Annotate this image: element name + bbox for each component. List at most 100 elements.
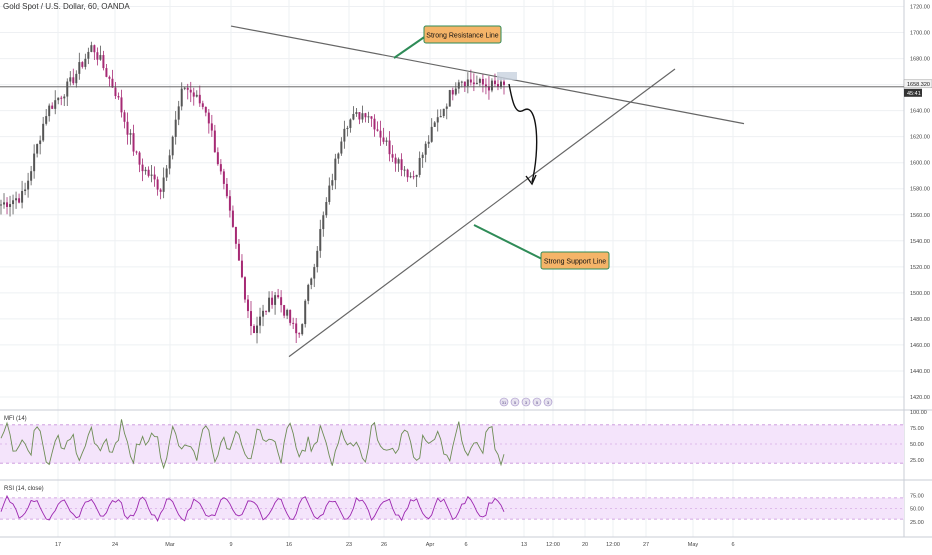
candle-body — [283, 305, 286, 316]
candle-body — [219, 164, 222, 172]
candle-body — [189, 89, 192, 93]
candle-body — [418, 157, 421, 175]
candle-body — [51, 105, 54, 109]
candle-body — [42, 123, 45, 141]
candle-body — [123, 112, 126, 122]
candle-body — [358, 112, 361, 120]
candle-body — [168, 155, 171, 169]
price-tick-label: 1720.00 — [910, 5, 930, 11]
candle-body — [12, 200, 15, 205]
rsi-tick-label: 25.00 — [910, 520, 924, 526]
candle-body — [39, 140, 42, 145]
candle-body — [376, 129, 379, 131]
candle-body — [183, 87, 186, 89]
candle-body — [496, 84, 499, 87]
price-tick-label: 1580.00 — [910, 187, 930, 193]
candle-body — [280, 297, 283, 306]
candle-body — [171, 136, 174, 156]
candle-body — [198, 94, 201, 104]
rsi-line — [0, 494, 505, 522]
candle-body — [222, 171, 225, 184]
candle-body — [18, 198, 21, 203]
candle-body — [319, 229, 322, 251]
event-icon-label: 5 — [514, 400, 517, 405]
candle-body — [69, 77, 72, 82]
candle-body — [57, 97, 60, 101]
candle-body — [328, 185, 331, 202]
support-callout-box[interactable] — [540, 251, 610, 270]
candle-body — [9, 204, 12, 207]
candle-body — [367, 116, 370, 118]
candle-body — [361, 113, 364, 120]
support-line[interactable] — [288, 68, 676, 358]
candle-body — [478, 78, 481, 83]
candle-body — [439, 116, 442, 118]
resistance-line[interactable] — [230, 25, 745, 125]
candle-body — [397, 159, 400, 164]
candle-body — [271, 297, 274, 305]
candle-body — [150, 174, 153, 176]
candle-body — [249, 311, 252, 327]
candle-body — [373, 118, 376, 130]
candle-body — [192, 92, 195, 97]
candle-body — [75, 73, 78, 84]
time-tick-label: 26 — [381, 542, 387, 548]
price-tick-label: 1560.00 — [910, 213, 930, 219]
current-price-box — [903, 79, 932, 89]
candle-body — [54, 100, 57, 109]
time-tick-label: 20 — [582, 542, 588, 548]
price-tick-label: 1520.00 — [910, 265, 930, 271]
rsi-tick-label: 50.00 — [910, 507, 924, 513]
event-icon[interactable] — [543, 397, 553, 407]
candle-body — [60, 97, 63, 99]
time-tick-label: 12:00 — [546, 542, 560, 548]
candle-body — [207, 112, 210, 124]
price-tick-label: 1680.00 — [910, 57, 930, 63]
candle-body — [493, 80, 496, 85]
arrow-head — [525, 174, 537, 186]
event-icon[interactable] — [521, 397, 531, 407]
event-icon[interactable] — [532, 397, 542, 407]
chart-title: Gold Spot / U.S. Dollar, 60, OANDA — [3, 2, 130, 11]
candle-body — [174, 119, 177, 137]
candle-body — [256, 325, 259, 334]
candle-body — [382, 137, 385, 142]
event-icon-label: 3 — [525, 400, 528, 405]
event-icon[interactable] — [499, 397, 509, 407]
candle-body — [412, 176, 415, 178]
candle-body — [301, 324, 304, 335]
candle-body — [322, 215, 325, 230]
candle-body — [15, 198, 18, 201]
price-tick-label: 1620.00 — [910, 135, 930, 141]
candle-body — [90, 45, 93, 52]
price-tick-label: 1700.00 — [910, 31, 930, 37]
price-tick-label: 1420.00 — [910, 395, 930, 401]
candle-body — [481, 78, 484, 85]
candle-body — [3, 202, 6, 205]
candle-body — [87, 51, 90, 59]
candle-body — [204, 106, 207, 113]
event-icon[interactable] — [510, 397, 520, 407]
candle-body — [454, 88, 457, 95]
candle-body — [234, 226, 237, 244]
price-tick-label: 1600.00 — [910, 161, 930, 167]
time-tick-label: 6 — [464, 542, 467, 548]
price-tick-label: 1480.00 — [910, 317, 930, 323]
resistance-callout-box[interactable] — [423, 25, 502, 44]
support-callout-label: Strong Support Line — [544, 259, 606, 266]
candle-body — [24, 189, 27, 192]
time-tick-label: 13 — [521, 542, 527, 548]
trend-lines[interactable] — [0, 25, 904, 358]
annotations[interactable]: Strong Resistance Line Strong Support Lin… — [393, 25, 610, 407]
candle-body — [379, 130, 382, 138]
candle-body — [346, 127, 349, 129]
candle-body — [84, 58, 87, 67]
candle-body — [126, 121, 129, 135]
candle-body — [394, 157, 397, 164]
candle-body — [292, 322, 295, 324]
candle-body — [331, 180, 334, 186]
candle-body — [195, 94, 198, 97]
candle-body — [469, 79, 472, 83]
